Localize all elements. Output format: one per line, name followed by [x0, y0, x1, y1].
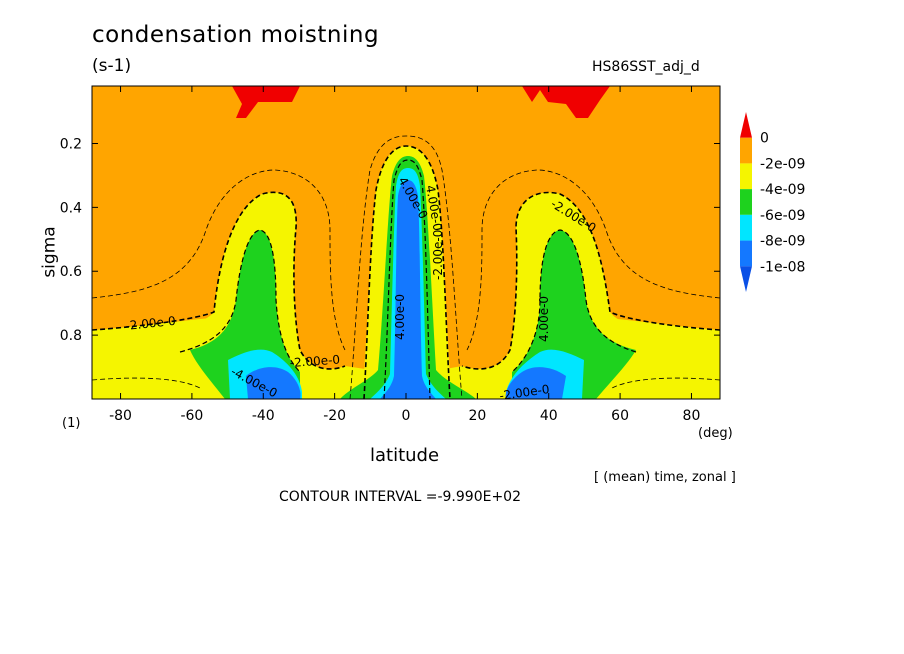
- contour-south-outer: [92, 169, 346, 351]
- contour-low-south: [92, 377, 201, 389]
- positive-patch-south: [232, 86, 300, 118]
- colorbar-swatch: [740, 214, 752, 241]
- colorbar-swatch: [740, 163, 752, 190]
- positive-patch-north: [522, 86, 610, 118]
- x-tick-label: -80: [109, 408, 132, 424]
- contour-label: -2.00e-0: [498, 382, 550, 403]
- lobe-north-blue: [505, 367, 566, 399]
- x-axis-units: (deg): [698, 426, 733, 441]
- contour-label: 4.00e-0: [537, 296, 551, 342]
- colorbar-label: -2e-09: [760, 156, 805, 172]
- chart-title: condensation moistning: [92, 22, 380, 48]
- x-tick-label: 0: [402, 408, 411, 424]
- contour-label: 4.00e-0: [393, 294, 407, 340]
- colorbar-label: -6e-09: [760, 208, 805, 224]
- contour-north-mid: [461, 191, 720, 370]
- x-tick-label: 20: [468, 408, 486, 424]
- y-tick-label: 0.6: [60, 264, 82, 280]
- colorbar-label: -8e-09: [760, 234, 805, 250]
- y-axis: 0.2 0.4 0.6 0.8: [60, 136, 720, 344]
- lobe-south-yellow: [92, 192, 372, 399]
- contour-label: -2.00e-0: [289, 353, 340, 370]
- x-tick-label: 60: [611, 408, 629, 424]
- contour-tower-outer: [349, 135, 463, 399]
- colorbar-label: -4e-09: [760, 182, 805, 198]
- colorbar-swatch: [740, 112, 752, 138]
- colorbar-swatch: [740, 137, 752, 164]
- colorbar-label: 0: [760, 131, 769, 147]
- contour-label: -2.00e-0: [125, 314, 177, 333]
- y-tick-label: 0.8: [60, 328, 82, 344]
- contour-interval: CONTOUR INTERVAL =-9.990E+02: [279, 489, 521, 505]
- colorbar: 0 -2e-09 -4e-09 -6e-09 -8e-09 -1e-08: [740, 112, 805, 292]
- run-name: HS86SST_adj_d: [592, 59, 700, 75]
- averaging-note: [ (mean) time, zonal ]: [594, 470, 736, 485]
- colorbar-swatch: [740, 240, 752, 267]
- x-tick-label: -20: [323, 408, 346, 424]
- x-tick-label: -60: [180, 408, 203, 424]
- x-axis: -80 -60 -40 -20 0 20 40 60 80: [109, 86, 700, 424]
- contour-tower-inner: [383, 159, 431, 399]
- chart-units: (s-1): [92, 56, 132, 76]
- x-tick-label: 40: [540, 408, 558, 424]
- contour-label: -2.00e-0: [431, 230, 445, 280]
- contour-north-outer: [466, 169, 720, 351]
- contour-low-north: [611, 377, 720, 389]
- lobe-south-blue: [246, 367, 301, 399]
- y-tick-label: 0.4: [60, 200, 82, 216]
- y-axis-units: (1): [62, 416, 81, 431]
- contour-south-mid: [92, 191, 346, 370]
- x-axis-label: latitude: [370, 445, 440, 466]
- colorbar-label: -1e-08: [760, 259, 805, 275]
- x-tick-label: -40: [252, 408, 275, 424]
- y-tick-label: 0.2: [60, 136, 82, 152]
- tower-blue: [380, 180, 436, 399]
- x-tick-label: 80: [683, 408, 701, 424]
- colorbar-swatch: [740, 189, 752, 215]
- contour-tower-mid: [363, 145, 451, 399]
- colorbar-swatch: [740, 266, 752, 292]
- plot-area: -2.00e-0 -2.00e-0 -2.00e-0 -2.00e-0 -2.0…: [92, 86, 720, 403]
- contour-north-inner: [511, 229, 637, 373]
